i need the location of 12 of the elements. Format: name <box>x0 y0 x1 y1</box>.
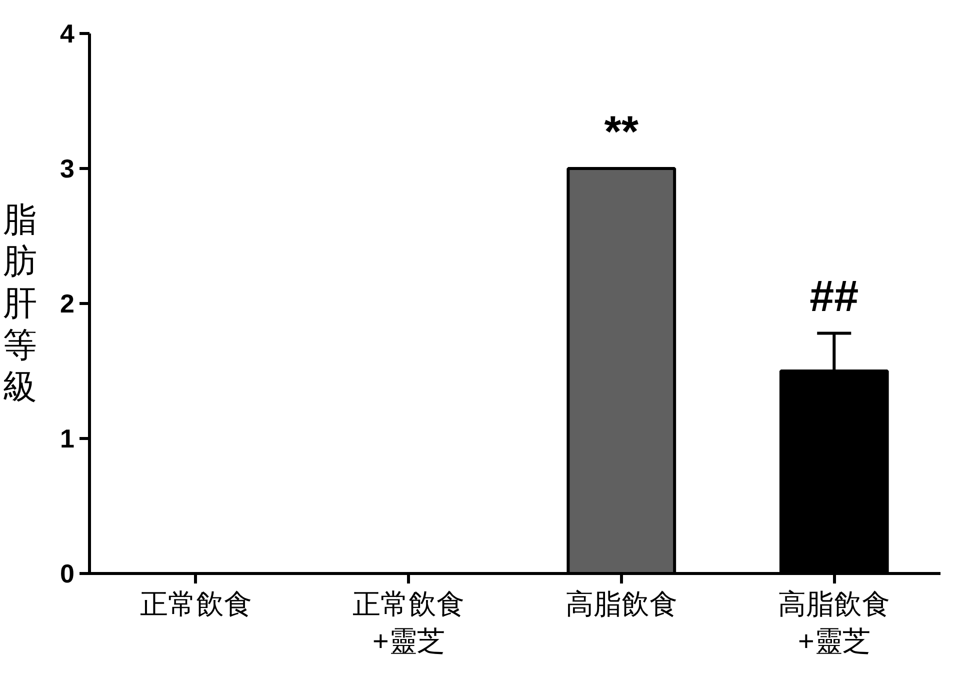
y-tick-label: 2 <box>60 288 75 318</box>
x-tick-label: 正常飲食 <box>140 588 252 620</box>
y-tick-label: 3 <box>60 154 75 184</box>
x-tick-label: 高脂飲食 +靈芝 <box>778 588 890 657</box>
annotation: ** <box>604 108 640 156</box>
y-axis-title: 脂肪肝等級 <box>3 200 38 406</box>
y-tick-label: 0 <box>60 558 75 588</box>
y-tick-label: 1 <box>60 424 75 454</box>
x-tick-label: 高脂飲食 <box>565 588 678 620</box>
x-tick-label: 正常飲食 +靈芝 <box>352 588 465 657</box>
annotation: ## <box>810 272 859 322</box>
y-tick-label: 4 <box>60 18 76 48</box>
